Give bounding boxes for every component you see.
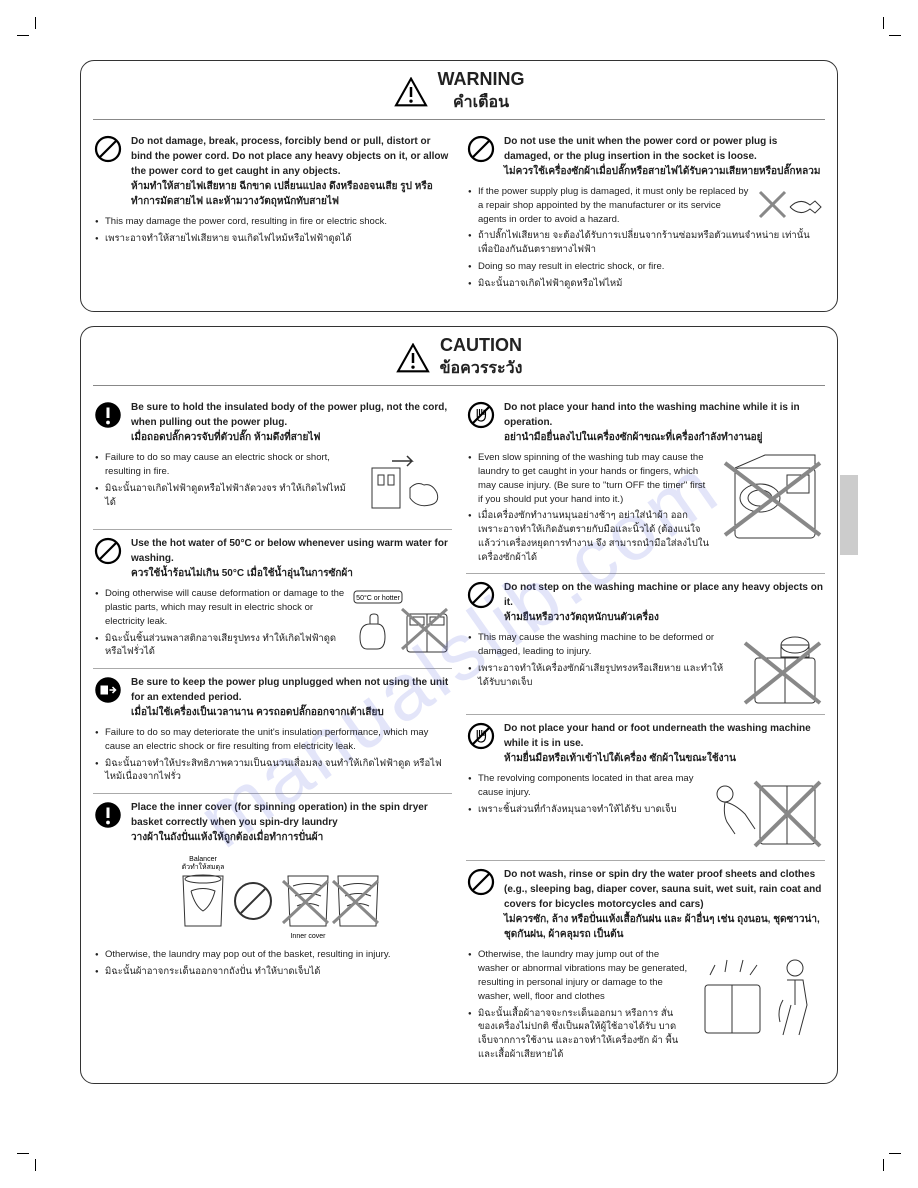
- warning-left-head-th: ห้ามทำให้สายไฟเสียหาย ฉีกขาด เปลี่ยนแปลง…: [131, 179, 452, 209]
- bullet: เพราะอาจทำให้เครื่องซักผ้าเสียรูปทรงหรือ…: [468, 662, 825, 690]
- caution-header: CAUTION ข้อควรระวัง: [93, 335, 825, 386]
- bullet: มิฉะนั้นอาจเกิดไฟฟ้าดูดหรือไฟฟ้าลัดวงจร …: [95, 482, 452, 510]
- bullet: ถ้าปลั๊กไฟเสียหาย จะต้องได้รับการเปลี่ยน…: [468, 229, 825, 257]
- svg-text:Balancer: Balancer: [189, 856, 217, 863]
- bullet: Failure to do so may deteriorate the uni…: [95, 726, 452, 754]
- svg-text:ตัวทำให้สมดุล: ตัวทำให้สมดุล: [181, 862, 224, 871]
- caution-panel: CAUTION ข้อควรระวัง Be sure to hold the …: [80, 326, 838, 1083]
- no-hand-icon: [466, 400, 496, 430]
- warning-title-en: WARNING: [438, 69, 525, 90]
- block-head-en: Use the hot water of 50°C or below whene…: [131, 536, 452, 566]
- bullet: มิฉะนั้นผ้าอาจกระเด็นออกจากถังปั่น ทำให้…: [95, 965, 452, 979]
- page-side-tab: [840, 475, 858, 555]
- warning-left-head-en: Do not damage, break, process, forcibly …: [131, 134, 452, 179]
- warning-panel: WARNING คำเตือน Do not damage, break, pr…: [80, 60, 838, 312]
- bullet: If the power supply plug is damaged, it …: [468, 185, 825, 226]
- bullet: Doing so may result in electric shock, o…: [468, 260, 825, 274]
- inner-cover-illustration: Balancer ตัวทำให้สมดุล Inner cove: [93, 851, 452, 944]
- prohibit-icon: [466, 580, 496, 610]
- warning-title-th: คำเตือน: [438, 90, 525, 115]
- caution-left-block-3: Place the inner cover (for spinning oper…: [93, 793, 452, 988]
- warning-triangle-icon: [394, 77, 428, 107]
- caution-right-block-0: Do not place your hand into the washing …: [466, 394, 825, 573]
- block-head-en: Be sure to hold the insulated body of th…: [131, 400, 452, 430]
- bullet: Even slow spinning of the washing tub ma…: [468, 451, 825, 506]
- block-head-en: Do not place your hand into the washing …: [504, 400, 825, 430]
- bullet: Otherwise, the laundry may pop out of th…: [95, 948, 452, 962]
- mandatory-icon: [93, 400, 123, 430]
- caution-left-block-2: Be sure to keep the power plug unplugged…: [93, 668, 452, 793]
- caution-right-block-3: Do not wash, rinse or spin dry the water…: [466, 860, 825, 1070]
- block-head-th: เมื่อถอดปลั๊กควรจับที่ตัวปลั๊ก ห้ามดึงที…: [131, 430, 452, 445]
- caution-right-block-1: Do not step on the washing machine or pl…: [466, 573, 825, 714]
- warning-block-left: Do not damage, break, process, forcibly …: [93, 128, 452, 255]
- no-hand-icon: [466, 721, 496, 751]
- block-head-th: ควรใช้น้ำร้อนไม่เกิน 50°C เมื่อใช้น้ำอุ่…: [131, 566, 452, 581]
- block-head-en: Place the inner cover (for spinning oper…: [131, 800, 452, 830]
- prohibit-icon: [466, 134, 496, 164]
- prohibit-icon: [93, 134, 123, 164]
- block-head-en: Be sure to keep the power plug unplugged…: [131, 675, 452, 705]
- bullet: เพราะอาจทำให้สายไฟเสียหาย จนเกิดไฟไหม้หร…: [95, 232, 452, 246]
- block-head-en: Do not wash, rinse or spin dry the water…: [504, 867, 825, 912]
- bullet: Failure to do so may cause an electric s…: [95, 451, 452, 479]
- warning-right-head-th: ไม่ควรใช้เครื่องซักผ้าเมื่อปลั๊กหรือสายไ…: [504, 164, 825, 179]
- warning-header: WARNING คำเตือน: [93, 69, 825, 120]
- prohibit-icon: [466, 867, 496, 897]
- caution-title-en: CAUTION: [440, 335, 523, 356]
- bullet: This may cause the washing machine to be…: [468, 631, 825, 659]
- block-head-th: ไม่ควรซัก, ล้าง หรือปั่นแห้งเสื้อกันฝน แ…: [504, 912, 825, 942]
- caution-left-block-1: Use the hot water of 50°C or below whene…: [93, 529, 452, 668]
- bullet: มิฉะนั้นชิ้นส่วนพลาสติกอาจเสียรูปทรง ทำใ…: [95, 632, 452, 660]
- block-head-th: เมื่อไม่ใช้เครื่องเป็นเวลานาน ควรถอดปลั๊…: [131, 705, 452, 720]
- unplug-icon: [93, 675, 123, 705]
- bullet: เมื่อเครื่องซักทำงานหมุนอย่างช้าๆ อย่าใส…: [468, 509, 825, 564]
- bullet: มิฉะนั้นอาจเกิดไฟฟ้าดูดหรือไฟไหม้: [468, 277, 825, 291]
- block-head-th: ห้ามยืนหรือวางวัตถุหนักบนตัวเครื่อง: [504, 610, 825, 625]
- bullet: มิฉะนั้นอาจทำให้ประสิทธิภาพความเป็นฉนวนเ…: [95, 757, 452, 785]
- caution-left-block-0: Be sure to hold the insulated body of th…: [93, 394, 452, 529]
- bullet: This may damage the power cord, resultin…: [95, 215, 452, 229]
- warning-block-right: Do not use the unit when the power cord …: [466, 128, 825, 299]
- bullet: เพราะชิ้นส่วนที่กำลังหมุนอาจทำให้ได้รับ …: [468, 803, 825, 817]
- bullet: Otherwise, the laundry may jump out of t…: [468, 948, 825, 1003]
- mandatory-icon: [93, 800, 123, 830]
- block-head-th: อย่านำมือยื่นลงไปในเครื่องซักผ้าขณะที่เค…: [504, 430, 825, 445]
- caution-title-th: ข้อควรระวัง: [440, 356, 523, 381]
- svg-text:Inner cover: Inner cover: [290, 933, 326, 940]
- block-head-th: วางผ้าในถังปั่นแห้งให้ถูกต้องเมื่อทำการป…: [131, 830, 452, 845]
- bullet: Doing otherwise will cause deformation o…: [95, 587, 452, 628]
- block-head-en: Do not place your hand or foot underneat…: [504, 721, 825, 751]
- bullet: มิฉะนั้นเสื้อผ้าอาจจะกระเด็นออกมา หรือกา…: [468, 1007, 825, 1062]
- prohibit-icon: [93, 536, 123, 566]
- caution-right-block-2: Do not place your hand or foot underneat…: [466, 714, 825, 860]
- warning-right-head-en: Do not use the unit when the power cord …: [504, 134, 825, 164]
- caution-triangle-icon: [396, 343, 430, 373]
- block-head-en: Do not step on the washing machine or pl…: [504, 580, 825, 610]
- block-head-th: ห้ามยื่นมือหรือเท้าเข้าไปใต้เครื่อง ซักผ…: [504, 751, 825, 766]
- bullet: The revolving components located in that…: [468, 772, 825, 800]
